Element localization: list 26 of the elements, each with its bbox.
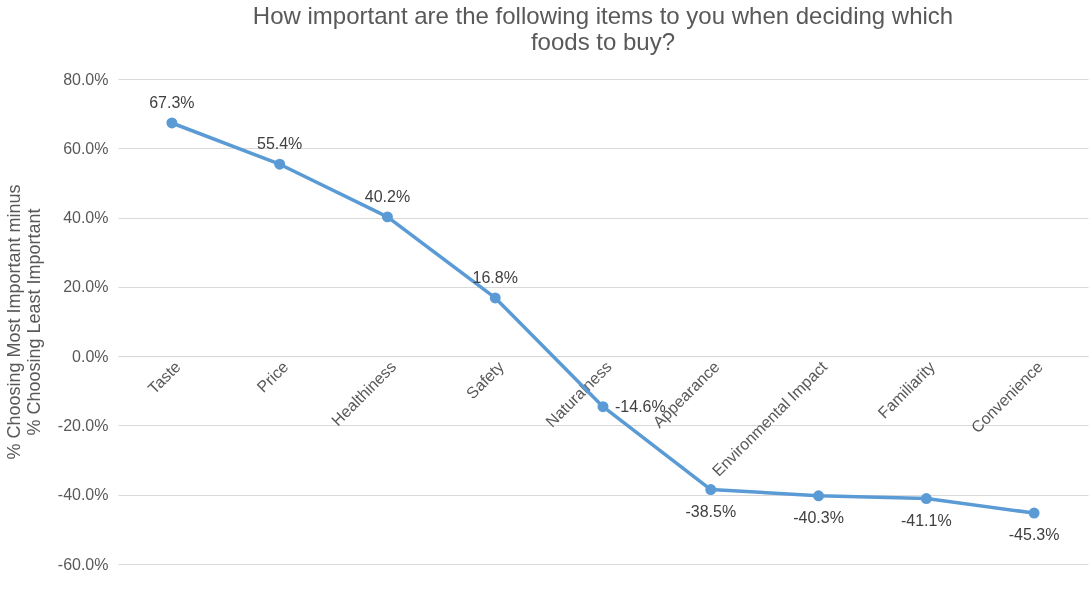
y-tick-label: -40.0% <box>57 486 109 504</box>
y-tick-label: 60.0% <box>63 139 109 157</box>
point <box>166 117 178 129</box>
point <box>1028 507 1040 519</box>
data-label: -40.3% <box>793 508 844 526</box>
y-tick-label: 80.0% <box>63 70 109 88</box>
chart-title: How important are the following items to you when deciding which foods to buy? <box>252 2 954 55</box>
data-label: 55.4% <box>256 135 303 153</box>
y-tick-label: 40.0% <box>63 209 109 227</box>
y-axis-title: % Choosing Most Important minus % Choosing Least Important <box>3 184 44 460</box>
data-label: 40.2% <box>364 187 411 205</box>
data-label: 16.8% <box>472 268 518 286</box>
y-tick-label: 0.0% <box>72 347 109 365</box>
data-label: 67.3% <box>149 94 195 111</box>
point <box>381 211 393 223</box>
data-label: -41.1% <box>900 511 952 529</box>
point <box>489 292 501 304</box>
y-tick-label: -20.0% <box>57 416 109 434</box>
data-label: -38.5% <box>685 502 737 520</box>
y-tick-label: 20.0% <box>63 278 109 296</box>
point <box>274 158 286 170</box>
point <box>705 484 717 495</box>
point <box>920 493 932 504</box>
point <box>813 490 825 502</box>
data-label: -45.3% <box>1008 526 1060 544</box>
y-tick-label: -60.0% <box>57 555 109 573</box>
